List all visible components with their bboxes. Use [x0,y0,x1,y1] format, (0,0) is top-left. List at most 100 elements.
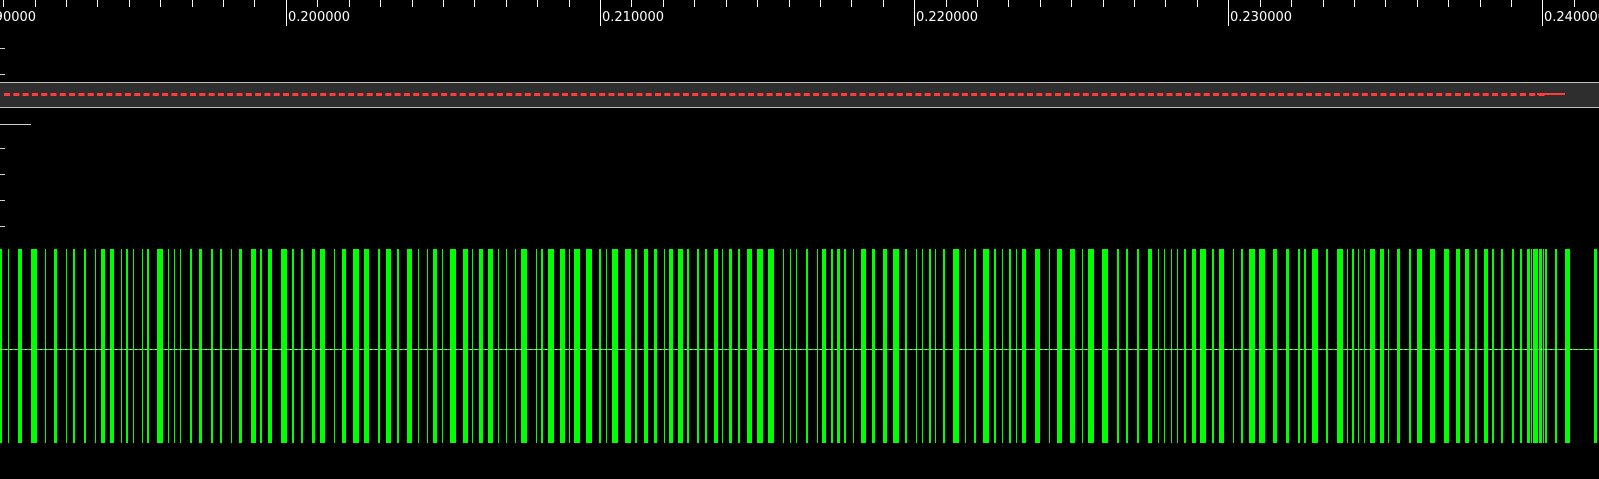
label-marker[interactable] [1473,93,1480,96]
label-marker[interactable] [971,93,978,96]
label-marker[interactable] [1082,93,1089,96]
label-marker[interactable] [794,93,801,96]
label-marker[interactable] [1213,93,1219,96]
label-marker[interactable] [1519,93,1526,96]
label-marker[interactable] [748,93,754,96]
label-marker[interactable] [292,93,299,96]
label-marker[interactable] [729,93,736,96]
label-marker[interactable] [366,93,373,96]
label-marker[interactable] [357,93,364,96]
label-marker[interactable] [896,93,903,96]
label-markers[interactable] [4,93,1565,96]
label-marker[interactable] [1036,93,1043,96]
label-marker[interactable] [143,93,150,96]
label-marker[interactable] [1045,93,1052,96]
label-marker[interactable] [757,93,764,96]
label-marker[interactable] [878,93,885,96]
label-marker[interactable] [1389,93,1396,96]
label-marker[interactable] [115,93,122,96]
label-marker[interactable] [1064,93,1071,96]
label-marker[interactable] [1073,93,1080,96]
label-marker[interactable] [264,93,271,96]
label-marker[interactable] [1278,93,1285,96]
label-marker[interactable] [1371,93,1378,96]
waveform[interactable] [0,249,1599,443]
label-marker[interactable] [1259,93,1266,96]
label-marker[interactable] [487,93,494,96]
label-marker[interactable] [1464,93,1471,96]
label-marker[interactable] [1185,93,1192,96]
label-marker[interactable] [1315,93,1322,96]
label-marker[interactable] [227,93,234,96]
label-marker[interactable] [1454,93,1461,96]
label-marker[interactable] [1054,93,1061,96]
label-marker[interactable] [1426,93,1433,96]
label-marker[interactable] [515,93,522,96]
label-marker[interactable] [385,93,392,96]
label-marker[interactable] [738,93,745,96]
label-marker[interactable] [1445,93,1452,96]
label-marker[interactable] [59,93,66,96]
label-marker[interactable] [868,93,875,96]
label-marker[interactable] [217,93,224,96]
label-marker[interactable] [673,93,680,96]
label-marker[interactable] [1240,93,1247,96]
label-marker[interactable] [1352,93,1359,96]
label-marker[interactable] [1157,93,1164,96]
label-marker[interactable] [887,93,894,96]
label-marker[interactable] [496,93,503,96]
label-marker[interactable] [208,93,215,96]
label-marker[interactable] [571,93,578,96]
label-marker[interactable] [803,93,810,96]
label-marker[interactable] [1361,93,1368,96]
label-marker[interactable] [1417,93,1424,96]
label-marker[interactable] [478,93,485,96]
label-marker[interactable] [534,93,541,96]
label-marker[interactable] [134,93,141,96]
label-marker[interactable] [41,93,48,96]
label-marker[interactable] [1027,93,1033,96]
label-marker[interactable] [682,93,689,96]
label-marker[interactable] [22,93,29,96]
label-marker[interactable] [180,93,187,96]
label-marker[interactable] [599,93,606,96]
label-marker[interactable] [1324,93,1331,96]
label-marker[interactable] [245,93,252,96]
label-marker[interactable] [701,93,708,96]
label-marker[interactable] [1008,93,1015,96]
label-marker[interactable] [822,93,829,96]
label-marker[interactable] [961,93,968,96]
label-marker[interactable] [1399,93,1405,96]
label-marker[interactable] [552,93,559,96]
label-marker[interactable] [124,93,131,96]
label-marker[interactable] [543,93,550,96]
label-marker[interactable] [338,93,345,96]
label-marker[interactable] [97,93,103,96]
label-marker[interactable] [171,93,178,96]
label-marker[interactable] [1222,93,1229,96]
label-marker[interactable] [980,93,987,96]
label-marker-active[interactable] [1537,93,1565,95]
label-marker[interactable] [1529,93,1536,96]
label-marker[interactable] [785,93,792,96]
label-marker[interactable] [1343,93,1350,96]
label-marker[interactable] [924,93,931,96]
label-marker[interactable] [13,93,20,96]
label-marker[interactable] [459,93,466,96]
label-marker[interactable] [31,93,38,96]
label-marker[interactable] [236,93,243,96]
label-marker[interactable] [1203,93,1210,96]
label-marker[interactable] [841,93,847,96]
label-marker[interactable] [710,93,717,96]
label-marker[interactable] [655,93,661,96]
label-marker[interactable] [1408,93,1415,96]
label-marker[interactable] [636,93,643,96]
label-marker[interactable] [1306,93,1312,96]
label-marker[interactable] [580,93,587,96]
label-marker[interactable] [78,93,85,96]
label-marker[interactable] [1250,93,1257,96]
label-marker[interactable] [934,93,940,96]
label-marker[interactable] [906,93,913,96]
label-marker[interactable] [1380,93,1387,96]
label-marker[interactable] [720,93,727,96]
